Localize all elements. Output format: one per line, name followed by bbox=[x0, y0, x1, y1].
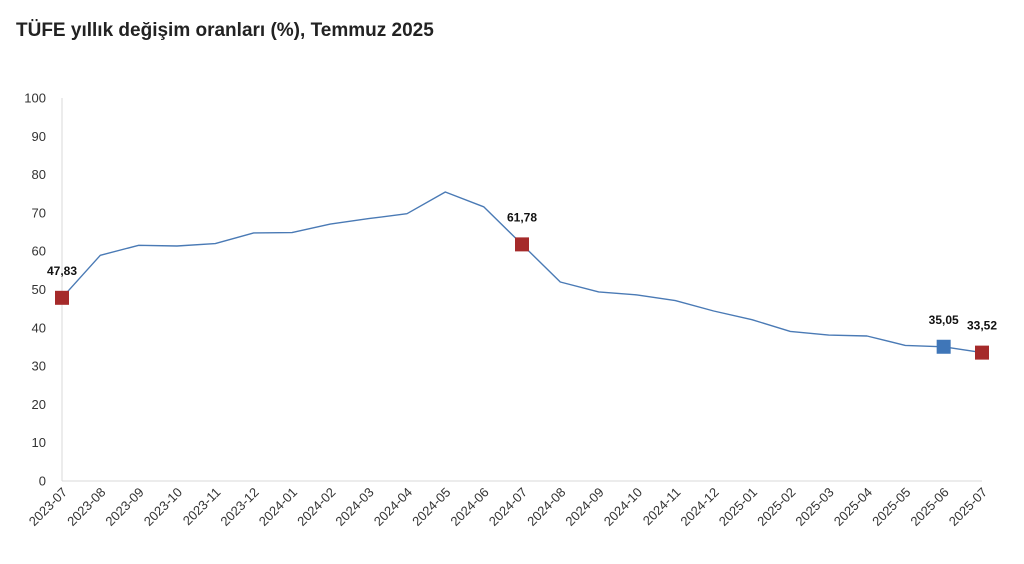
data-point-marker bbox=[975, 345, 989, 360]
x-tick-label: 2024-01 bbox=[256, 485, 300, 529]
x-tick-label: 2024-04 bbox=[371, 485, 415, 529]
x-tick-label: 2023-10 bbox=[141, 485, 185, 529]
x-tick-label: 2025-04 bbox=[831, 485, 875, 529]
x-tick-label: 2025-02 bbox=[754, 485, 798, 529]
x-tick-label: 2025-05 bbox=[869, 485, 913, 529]
y-tick-label: 30 bbox=[32, 359, 46, 374]
x-tick-label: 2023-08 bbox=[64, 485, 108, 529]
x-tick-label: 2025-07 bbox=[946, 485, 990, 529]
x-tick-label: 2025-01 bbox=[716, 485, 760, 529]
data-label: 33,52 bbox=[967, 319, 997, 333]
x-tick-label: 2023-07 bbox=[26, 485, 70, 529]
x-tick-label: 2024-10 bbox=[601, 485, 645, 529]
chart-ticks: 01020304050607080901002023-072023-082023… bbox=[24, 91, 990, 529]
x-tick-label: 2023-09 bbox=[102, 485, 146, 529]
chart-markers bbox=[55, 237, 989, 360]
y-tick-label: 20 bbox=[32, 397, 46, 412]
x-tick-label: 2024-08 bbox=[524, 485, 568, 529]
chart-data-labels: 47,83 61,78 35,05 33,52 bbox=[47, 210, 997, 332]
x-tick-label: 2024-03 bbox=[332, 485, 376, 529]
x-tick-label: 2025-06 bbox=[907, 485, 951, 529]
x-tick-label: 2024-12 bbox=[677, 485, 721, 529]
data-point-marker bbox=[515, 237, 529, 252]
y-tick-label: 90 bbox=[32, 129, 46, 144]
x-tick-label: 2024-06 bbox=[447, 485, 491, 529]
x-tick-label: 2024-02 bbox=[294, 485, 338, 529]
x-tick-label: 2024-11 bbox=[640, 485, 684, 529]
x-tick-label: 2023-12 bbox=[217, 485, 261, 529]
y-tick-label: 40 bbox=[32, 320, 46, 335]
y-tick-label: 80 bbox=[32, 167, 46, 182]
x-tick-label: 2024-07 bbox=[486, 485, 530, 529]
data-label: 47,83 bbox=[47, 264, 77, 278]
y-tick-label: 60 bbox=[32, 244, 46, 259]
x-tick-label: 2025-03 bbox=[792, 485, 836, 529]
data-label: 35,05 bbox=[929, 313, 959, 327]
data-point-marker bbox=[55, 290, 69, 305]
y-tick-label: 100 bbox=[24, 91, 46, 106]
data-label: 61,78 bbox=[507, 210, 537, 224]
chart-axes bbox=[61, 98, 982, 482]
y-tick-label: 70 bbox=[32, 205, 46, 220]
x-tick-label: 2024-09 bbox=[562, 485, 606, 529]
y-tick-label: 0 bbox=[39, 474, 46, 489]
x-tick-label: 2023-11 bbox=[180, 485, 224, 529]
data-point-marker bbox=[936, 339, 951, 354]
chart-title: TÜFE yıllık değişim oranları (%), Temmuz… bbox=[16, 20, 434, 41]
x-tick-label: 2024-05 bbox=[409, 485, 453, 529]
y-tick-label: 10 bbox=[32, 435, 46, 450]
y-tick-label: 50 bbox=[32, 282, 46, 297]
